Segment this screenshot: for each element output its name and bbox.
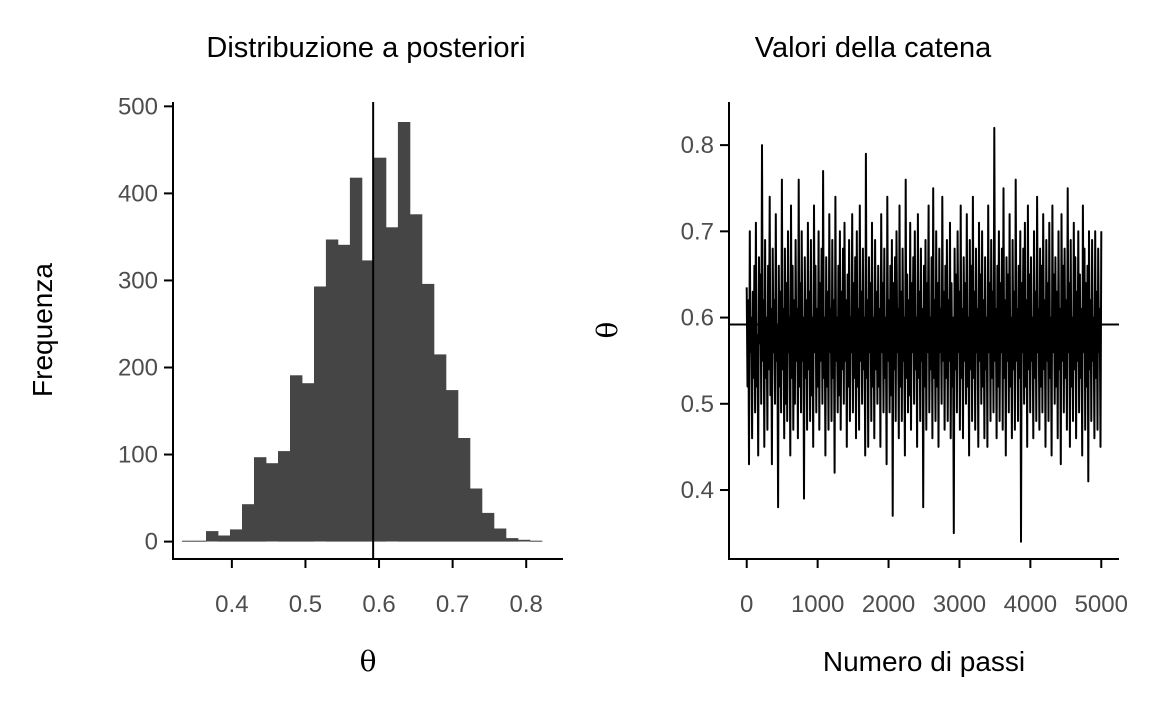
histogram-bar	[182, 540, 195, 542]
histogram-bar	[290, 375, 303, 542]
y-tick-label: 0.7	[681, 218, 714, 245]
trace-x-ticks: 0 1000 2000 3000 4000 5000	[740, 559, 1128, 618]
histogram-bar	[493, 528, 507, 542]
trace-title: Valori della catena	[755, 32, 992, 64]
histogram-bar	[194, 540, 207, 542]
y-tick-label: 200	[118, 354, 158, 381]
histogram-bar	[505, 538, 519, 542]
histogram-bar	[206, 531, 219, 542]
histogram-x-ticks: 0.4 0.5 0.6 0.7 0.8	[215, 559, 543, 618]
histogram-bar	[445, 390, 459, 542]
y-tick-label: 0.5	[681, 391, 714, 418]
x-tick-label: 4000	[1004, 591, 1057, 618]
y-tick-label: 0.8	[681, 132, 714, 159]
histogram-bar	[230, 529, 243, 542]
histogram-bar	[337, 244, 351, 542]
histogram-bar	[529, 540, 543, 542]
histogram-bar	[433, 354, 447, 542]
histogram-bar	[254, 457, 267, 542]
histogram-bar	[349, 177, 363, 542]
y-tick-label: 300	[118, 267, 158, 294]
histogram-y-axis-title: Frequenza	[27, 263, 58, 397]
x-tick-label: 1000	[791, 591, 844, 618]
y-tick-label: 0	[145, 529, 158, 556]
histogram-bar	[278, 451, 291, 542]
x-tick-label: 0.6	[362, 591, 395, 618]
trace-y-ticks: 0.4 0.5 0.6 0.7 0.8	[681, 132, 729, 504]
chain-trace-line	[745, 126, 1103, 543]
histogram-bar	[385, 227, 399, 542]
y-tick-label: 0.6	[681, 305, 714, 332]
histogram-bar	[373, 157, 387, 542]
trace-x-axis-title: Numero di passi	[823, 646, 1025, 677]
x-tick-label: 5000	[1075, 591, 1128, 618]
histogram-bar	[457, 438, 471, 542]
trace-panel: Valori della catena θ Numero di passi 0.…	[591, 32, 1128, 677]
histogram-bar	[517, 539, 531, 542]
y-tick-label: 0.4	[681, 477, 714, 504]
x-tick-label: 0.8	[510, 591, 543, 618]
histogram-bar	[325, 239, 339, 542]
y-tick-label: 500	[118, 93, 158, 120]
histogram-bars	[182, 122, 543, 542]
trace-y-axis-title: θ	[591, 322, 624, 339]
y-tick-label: 100	[118, 442, 158, 469]
histogram-bar	[242, 504, 255, 542]
histogram-bar	[302, 383, 315, 542]
histogram-panel: Distribuzione a posteriori Frequenza θ 0…	[27, 32, 563, 678]
histogram-bar	[481, 512, 495, 542]
y-tick-label: 400	[118, 180, 158, 207]
histogram-bar	[397, 122, 411, 542]
histogram-bar	[469, 488, 483, 542]
histogram-y-ticks: 0 100 200 300 400 500	[118, 93, 173, 556]
x-tick-label: 0.5	[289, 591, 322, 618]
histogram-bar	[409, 214, 423, 542]
x-tick-label: 0	[740, 591, 753, 618]
x-tick-label: 0.4	[215, 591, 248, 618]
x-tick-label: 3000	[933, 591, 986, 618]
histogram-bar	[218, 535, 231, 542]
histogram-x-axis-title: θ	[360, 645, 377, 678]
histogram-bar	[361, 260, 375, 542]
histogram-bar	[421, 283, 435, 542]
histogram-bar	[314, 286, 327, 542]
histogram-bar	[266, 463, 279, 542]
x-tick-label: 0.7	[436, 591, 469, 618]
histogram-title: Distribuzione a posteriori	[206, 32, 525, 64]
x-tick-label: 2000	[862, 591, 915, 618]
